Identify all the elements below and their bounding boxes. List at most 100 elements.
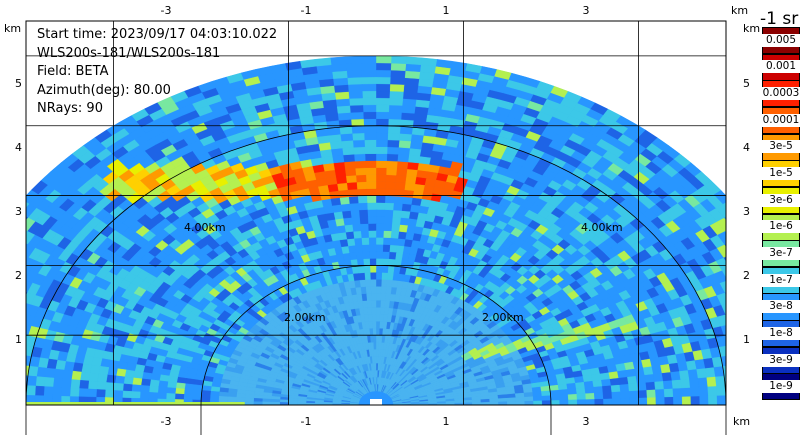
- scan-cell: [340, 133, 354, 142]
- scan-cell: [380, 279, 388, 287]
- scan-cell: [750, 373, 760, 384]
- scan-cell: [575, 387, 586, 395]
- scan-cell: [133, 370, 144, 380]
- scan-cell: [706, 376, 717, 387]
- scan-cell: [344, 224, 354, 233]
- y-unit-left: km: [4, 22, 22, 35]
- scan-cell: [341, 147, 355, 156]
- scan-cell: [382, 244, 391, 253]
- nrays-text: NRays: 90: [37, 101, 103, 116]
- scan-cell: [36, 366, 47, 378]
- scan-cell: [34, 385, 45, 396]
- scan-cell: [43, 386, 54, 397]
- scan-cell: [629, 397, 639, 405]
- scan-cell: [365, 286, 372, 294]
- scan-cell: [399, 217, 410, 226]
- scan-cell: [328, 133, 342, 143]
- scan-cell: [9, 385, 18, 396]
- scan-cell: [139, 391, 150, 399]
- scan-cell: [402, 91, 418, 100]
- scan-cell: [568, 399, 578, 405]
- scan-cell: [715, 375, 726, 387]
- scan-cell: [392, 272, 400, 281]
- scan-cell: [361, 244, 370, 253]
- scan-cell: [375, 202, 386, 210]
- scan-cell: [358, 272, 366, 281]
- scan-cell: [742, 308, 754, 320]
- scan-cell: [384, 202, 394, 211]
- scan-cell: [353, 146, 366, 155]
- scan-cell: [689, 377, 700, 388]
- scan-cell: [730, 300, 743, 312]
- scan-cell: [749, 362, 759, 373]
- colorbar-label: 3e-6: [762, 193, 800, 207]
- scan-cell: [733, 374, 743, 385]
- scan-cell: [375, 90, 390, 99]
- scan-cell: [157, 392, 167, 400]
- scan-cell: [331, 70, 348, 79]
- scan-cell: [681, 387, 692, 397]
- scan-cell: [390, 230, 400, 239]
- scan-cell: [749, 282, 762, 295]
- scan-cell: [375, 83, 391, 92]
- scan-cell: [400, 210, 411, 219]
- scan-cell: [610, 384, 621, 393]
- scan-cell: [375, 125, 389, 134]
- scan-cell: [594, 398, 604, 405]
- scan-info-panel: Start time: 2023/09/17 04:03:10.022 WLS2…: [37, 26, 277, 119]
- scan-cell: [375, 265, 383, 273]
- scan-cell: [524, 400, 534, 405]
- scan-cell: [405, 63, 422, 72]
- scan-cell: [747, 231, 762, 245]
- scan-cell: [408, 211, 419, 220]
- scan-cell: [723, 216, 726, 221]
- scan-cell: [389, 244, 398, 253]
- y-tick-right: 2: [743, 269, 750, 282]
- scan-cell: [364, 139, 377, 148]
- scan-cell: [2, 298, 15, 311]
- scan-cell: [336, 105, 351, 114]
- scan-cell: [705, 366, 716, 378]
- scan-cell: [720, 324, 726, 336]
- scan-cell: [398, 224, 408, 233]
- scan-cell: [734, 385, 743, 396]
- scan-cell: [733, 287, 746, 300]
- scan-cell: [209, 395, 220, 401]
- scan-cell: [663, 388, 674, 398]
- colorbar-label: 0.0001: [762, 113, 800, 127]
- colorbar-label: 3e-5: [762, 140, 800, 154]
- scan-cell: [347, 76, 363, 85]
- scan-cell: [409, 140, 423, 150]
- scan-cell: [489, 401, 499, 405]
- scan-cell: [193, 384, 203, 391]
- scan-cell: [175, 382, 186, 390]
- scan-cell: [725, 395, 726, 405]
- scan-cell: [201, 390, 211, 396]
- scan-cell: [130, 391, 141, 399]
- scan-cell: [0, 373, 2, 384]
- scan-cell: [348, 97, 364, 106]
- scan-cell: [380, 286, 387, 294]
- scan-cell: [721, 303, 726, 315]
- scan-cell: [385, 181, 396, 190]
- scan-cell: [389, 76, 405, 85]
- scan-cell: [356, 188, 368, 197]
- scan-cell: [403, 84, 419, 93]
- scan-cell: [352, 230, 362, 239]
- scan-cell: [398, 133, 412, 142]
- scan-cell: [532, 395, 543, 401]
- scan-cell: [603, 398, 613, 405]
- scan-cell: [9, 374, 19, 385]
- scan-cell: [113, 390, 124, 399]
- scan-cell: [122, 390, 132, 399]
- scan-cell: [618, 376, 629, 385]
- scan-cell: [653, 372, 664, 382]
- scan-cell: [625, 368, 637, 378]
- scan-cell: [746, 318, 758, 330]
- scan-cell: [413, 183, 425, 193]
- scan-cell: [739, 248, 753, 262]
- field-text: Field: BETA: [37, 64, 109, 79]
- scan-cell: [0, 384, 9, 395]
- scan-cell: [567, 387, 578, 395]
- colorbar-label: 3e-7: [762, 246, 800, 260]
